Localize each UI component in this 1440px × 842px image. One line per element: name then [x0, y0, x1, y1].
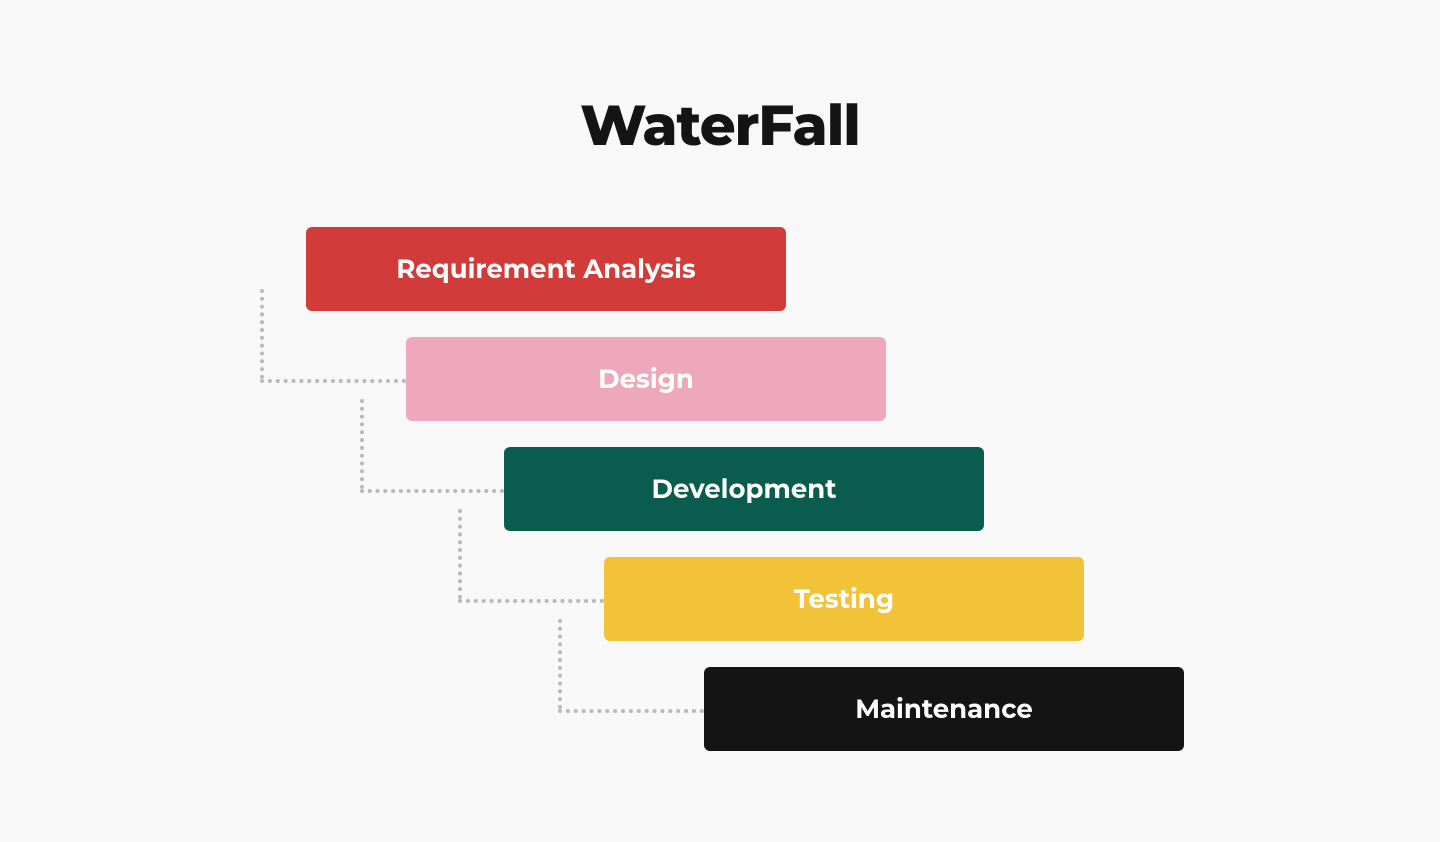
connector-h-2 [458, 599, 604, 603]
connector-h-0 [260, 379, 406, 383]
step-label: Design [598, 363, 694, 395]
step-label: Requirement Analysis [396, 253, 695, 285]
connector-v-1 [360, 399, 364, 489]
waterfall-diagram: WaterFall Requirement Analysis Design Deve… [0, 0, 1440, 842]
connector-v-0 [260, 289, 264, 379]
connector-v-3 [558, 619, 562, 709]
connector-h-1 [360, 489, 504, 493]
step-design: Design [406, 337, 886, 421]
connector-v-2 [458, 509, 462, 599]
step-dev: Development [504, 447, 984, 531]
connector-h-3 [558, 709, 704, 713]
step-test: Testing [604, 557, 1084, 641]
step-maint: Maintenance [704, 667, 1184, 751]
step-label: Maintenance [855, 693, 1033, 725]
step-label: Development [651, 473, 836, 505]
step-label: Testing [794, 583, 894, 615]
diagram-title: WaterFall [0, 92, 1440, 160]
step-req: Requirement Analysis [306, 227, 786, 311]
